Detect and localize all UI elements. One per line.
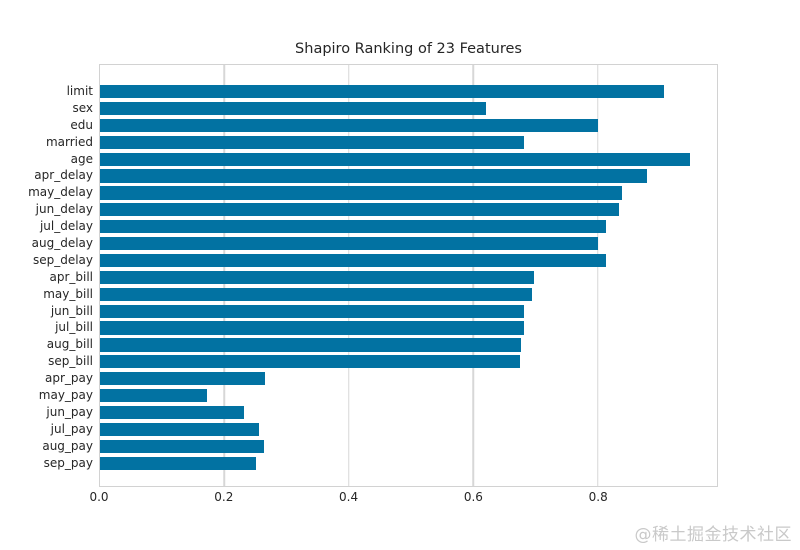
watermark: @稀土掘金技术社区 [634, 525, 792, 545]
y-tick-label: jul_bill [55, 320, 93, 335]
bar-aug_delay [100, 237, 598, 251]
y-tick-label: jul_pay [50, 421, 93, 436]
bar-jun_pay [100, 405, 245, 420]
bar-age [100, 152, 691, 166]
bar-row [100, 101, 717, 116]
y-tick-label: age [70, 151, 93, 166]
bar-row [100, 85, 717, 99]
bar-aug_bill [100, 338, 522, 352]
y-tick-label: apr_bill [49, 269, 93, 284]
bar-row [100, 422, 717, 436]
bar-sex [100, 101, 487, 116]
y-tick-label: apr_delay [34, 168, 93, 183]
x-tick-label: 0.6 [463, 490, 483, 504]
bar-jul_bill [100, 321, 525, 335]
bar-row [100, 405, 717, 420]
bar-row [100, 304, 717, 318]
y-tick-label: sep_delay [32, 252, 93, 267]
y-tick-label: married [45, 134, 93, 149]
y-tick-label: aug_pay [42, 438, 93, 453]
bar-jun_delay [100, 203, 619, 217]
bar-row [100, 287, 717, 301]
bar-row [100, 186, 717, 200]
bar-row [100, 169, 717, 183]
bar-row [100, 389, 717, 403]
x-tick-label: 0.8 [588, 490, 608, 504]
chart-title: Shapiro Ranking of 23 Features [295, 41, 522, 57]
bar-aug_pay [100, 439, 264, 453]
bar-row [100, 270, 717, 284]
bar-row [100, 456, 717, 470]
bar-row [100, 355, 717, 369]
bar-married [100, 135, 525, 149]
y-tick-label: edu [70, 117, 93, 132]
bar-may_bill [100, 287, 532, 301]
bar-jul_pay [100, 422, 259, 436]
y-tick-label: jun_bill [50, 303, 93, 318]
bar-row [100, 220, 717, 234]
bar-apr_bill [100, 270, 535, 284]
bar-row [100, 118, 717, 132]
bar-sep_delay [100, 253, 606, 268]
bar-may_pay [100, 389, 207, 403]
bar-sep_bill [100, 355, 520, 369]
bar-apr_pay [100, 372, 265, 386]
bar-sep_pay [100, 456, 257, 470]
y-tick-label: may_pay [38, 388, 93, 403]
bar-row [100, 321, 717, 335]
bar-row [100, 253, 717, 268]
x-tick-label: 0.0 [89, 490, 109, 504]
gridline [596, 65, 599, 486]
x-axis-labels: 0.0 0.2 0.4 0.6 0.8 [89, 490, 718, 506]
y-tick-label: jun_pay [46, 404, 93, 419]
plot-area [99, 64, 718, 487]
y-tick-label: sep_pay [43, 455, 93, 470]
bar-row [100, 152, 717, 166]
bar-row [100, 338, 717, 352]
bar-edu [100, 118, 599, 132]
bar-row [100, 203, 717, 217]
y-tick-label: apr_pay [45, 371, 93, 386]
bar-may_delay [100, 186, 622, 200]
bar-row [100, 372, 717, 386]
bar-row [100, 439, 717, 453]
bar-limit [100, 85, 665, 99]
bar-jun_bill [100, 304, 525, 318]
y-tick-label: sex [72, 100, 93, 115]
y-tick-label: jul_delay [39, 219, 93, 234]
y-tick-label: may_bill [43, 286, 93, 301]
bar-row [100, 237, 717, 251]
y-tick-label: aug_bill [46, 337, 93, 352]
y-tick-label: jun_delay [35, 202, 93, 217]
bar-jul_delay [100, 220, 606, 234]
y-tick-label: aug_delay [31, 236, 93, 251]
x-tick-label: 0.2 [214, 490, 234, 504]
bar-row [100, 135, 717, 149]
y-tick-label: sep_bill [48, 354, 93, 369]
x-tick-label: 0.4 [339, 490, 359, 504]
bar-apr_delay [100, 169, 647, 183]
bars-container [100, 85, 717, 470]
y-tick-label: limit [66, 84, 93, 98]
y-tick-label: may_delay [28, 185, 93, 200]
